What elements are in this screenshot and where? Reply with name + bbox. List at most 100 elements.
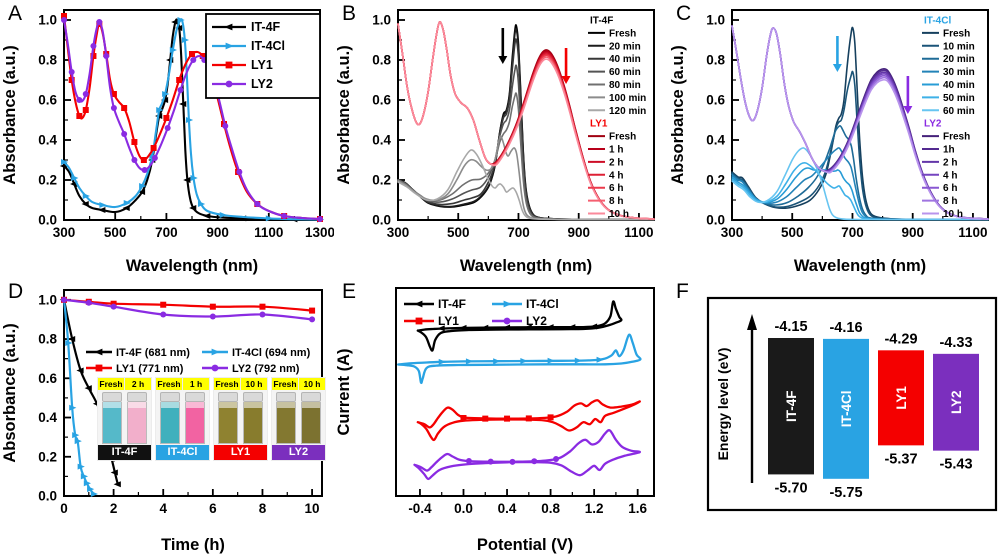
energy-bar-LY1 [878, 350, 924, 446]
panel-e-chart-mount: -0.4 0.0 0.4 0.8 1.2 1.6 Potential (V) Current … [334, 278, 668, 557]
svg-text:0.6: 0.6 [38, 371, 57, 386]
panel-letter-a: A [8, 2, 23, 25]
svg-text:10 h: 10 h [609, 209, 629, 220]
panel-letter-e: E [342, 280, 357, 303]
svg-text:10: 10 [305, 501, 320, 516]
series-LY1 10 h [397, 21, 655, 220]
homo-value: -5.37 [884, 451, 917, 467]
vial-group-name: IT-4Cl [156, 445, 209, 460]
svg-text:IT-4F: IT-4F [590, 16, 613, 27]
svg-text:500: 500 [104, 225, 127, 240]
homo-value: -5.75 [829, 485, 862, 501]
sample-vial [218, 392, 239, 444]
svg-text:8 h: 8 h [609, 196, 623, 207]
svg-text:0.0: 0.0 [38, 213, 57, 228]
svg-text:IT-4Cl: IT-4Cl [924, 16, 951, 27]
svg-text:1300: 1300 [305, 225, 334, 240]
svg-text:40 min: 40 min [609, 54, 641, 65]
svg-text:10 min: 10 min [943, 41, 975, 52]
svg-text:300: 300 [387, 225, 410, 240]
svg-text:Wavelength (nm): Wavelength (nm) [794, 257, 926, 275]
svg-text:LY2 (792 nm): LY2 (792 nm) [232, 363, 300, 375]
svg-text:Absorbance (a.u.): Absorbance (a.u.) [669, 45, 687, 184]
series-IT-4Cl [397, 333, 642, 385]
vial-solution [300, 402, 321, 444]
series-LY1 [416, 399, 641, 442]
series [731, 25, 989, 221]
vial-solution [160, 402, 181, 444]
svg-text:2 h: 2 h [609, 157, 623, 168]
vial-solution [102, 402, 123, 444]
sample-vial [300, 392, 321, 444]
svg-text:0.6: 0.6 [372, 93, 391, 108]
diagram-border [706, 296, 998, 512]
energy-axis-label: Energy level (eV) [715, 348, 731, 461]
vial-time-label: Fresh [214, 378, 240, 390]
svg-text:IT-4Cl (694 nm): IT-4Cl (694 nm) [232, 347, 311, 359]
bar-name-label: LY2 [949, 390, 964, 414]
svg-text:4 h: 4 h [943, 170, 957, 181]
svg-text:0.2: 0.2 [706, 173, 725, 188]
svg-text:0: 0 [60, 501, 68, 516]
svg-text:900: 900 [901, 225, 924, 240]
vial-group-name: LY1 [214, 445, 267, 460]
svg-text:100 min: 100 min [609, 93, 646, 104]
svg-text:50 min: 50 min [943, 93, 975, 104]
legend: IT-4F (681 nm) IT-4Cl (694 nm) LY1 (771 nm… [86, 347, 311, 375]
svg-text:Absorbance (a.u.): Absorbance (a.u.) [1, 45, 19, 184]
bar-name-label: IT-4Cl [839, 390, 854, 427]
svg-text:0.8: 0.8 [372, 53, 391, 68]
svg-text:1.0: 1.0 [38, 292, 57, 307]
svg-text:LY2: LY2 [251, 77, 273, 91]
series-LY2 [413, 429, 641, 481]
svg-text:Wavelength (nm): Wavelength (nm) [126, 257, 258, 275]
vial-cap [160, 392, 181, 402]
svg-text:6: 6 [209, 501, 217, 516]
vial-solution [184, 402, 205, 444]
svg-text:IT-4F (681 nm): IT-4F (681 nm) [116, 347, 190, 359]
axes: 300 500 700 900 1100 0.0 0.2 0.4 0.6 0.8 1.0 Wavele… [669, 9, 989, 275]
vial-time-label: 10 h [241, 378, 267, 390]
svg-text:0.4: 0.4 [706, 133, 725, 148]
vial-group-name: LY2 [272, 445, 325, 460]
panel-a-absorption-spectra: A 300 500 700 900 1100 1300 0.0 0.2 0.4 0.6 0.8 1.0… [0, 0, 334, 278]
svg-text:Fresh: Fresh [609, 132, 636, 143]
svg-text:20 min: 20 min [943, 54, 975, 65]
svg-text:10 h: 10 h [943, 209, 963, 220]
svg-text:2: 2 [110, 501, 118, 516]
vial-cap [276, 392, 297, 402]
svg-text:Current (A): Current (A) [335, 348, 353, 435]
vial-time-label: 2 h [125, 378, 151, 390]
vial-group-LY1: Fresh 10 h LY1 [213, 377, 268, 461]
svg-text:1100: 1100 [958, 225, 987, 240]
axes: 300 500 700 900 1100 0.0 0.2 0.4 0.6 0.8 1.0 Wavele… [335, 9, 655, 275]
vial-cap [126, 392, 147, 402]
svg-text:300: 300 [53, 225, 76, 240]
svg-text:LY2: LY2 [924, 119, 942, 130]
svg-text:1100: 1100 [624, 225, 653, 240]
lumo-value: -4.33 [939, 335, 972, 351]
series-IT-4F [416, 300, 623, 352]
panel-d-decay-kinetics: D 0 2 4 6 8 10 0.0 0.2 0.4 0.6 0.8 1.0 Time (h) Absor… [0, 278, 334, 557]
svg-text:1.0: 1.0 [38, 13, 57, 28]
sample-vial [242, 392, 263, 444]
vial-cap [242, 392, 263, 402]
svg-text:IT-4F: IT-4F [438, 297, 466, 311]
svg-text:6 h: 6 h [943, 183, 957, 194]
panel-letter-f: F [676, 280, 689, 303]
vial-cap [184, 392, 205, 402]
vial-group-name: IT-4F [98, 445, 151, 460]
svg-text:120 min: 120 min [609, 106, 646, 117]
axes: 300 500 700 900 1100 1300 0.0 0.2 0.4 0.6 0.8 1.0 Wa… [1, 9, 334, 275]
svg-text:4: 4 [159, 501, 167, 516]
energy-bar-IT-4Cl [823, 338, 869, 479]
svg-text:LY1: LY1 [590, 119, 608, 130]
homo-value: -5.43 [939, 457, 972, 473]
panel-letter-c: C [676, 2, 692, 25]
bar-name-label: IT-4F [784, 390, 799, 422]
svg-text:500: 500 [781, 225, 804, 240]
svg-text:Fresh: Fresh [943, 28, 970, 39]
legend: IT-4F IT-4Cl LY1 LY2 [404, 297, 559, 328]
series [59, 13, 325, 223]
